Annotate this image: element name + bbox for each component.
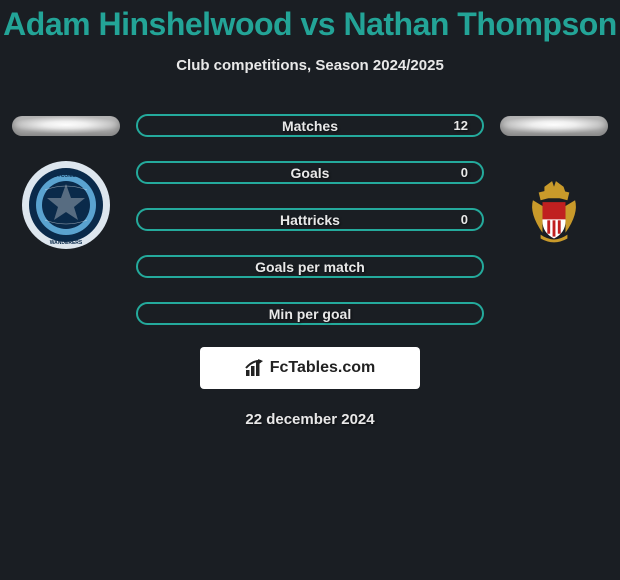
left-player-column: WYCOMBE WANDERERS <box>6 116 126 250</box>
subtitle: Club competitions, Season 2024/2025 <box>0 57 620 74</box>
branding-box[interactable]: FcTables.com <box>200 347 420 389</box>
svg-text:WYCOMBE: WYCOMBE <box>53 173 80 179</box>
stevenage-badge-icon <box>509 158 599 252</box>
stat-row-matches: Matches 12 <box>136 114 484 137</box>
stat-row-hattricks: Hattricks 0 <box>136 208 484 231</box>
stat-value: 0 <box>461 165 468 180</box>
right-player-column <box>494 116 614 250</box>
stat-value: 12 <box>454 118 468 133</box>
date-text: 22 december 2024 <box>0 411 620 428</box>
stat-value: 0 <box>461 212 468 227</box>
branding-label: FcTables.com <box>245 359 376 377</box>
stat-label: Hattricks <box>280 212 340 228</box>
wycombe-badge-icon: WYCOMBE WANDERERS <box>21 160 111 250</box>
right-club-badge <box>509 160 599 250</box>
left-club-badge: WYCOMBE WANDERERS <box>21 160 111 250</box>
branding-text: FcTables.com <box>270 359 376 377</box>
stat-row-goals: Goals 0 <box>136 161 484 184</box>
stat-label: Matches <box>282 118 338 134</box>
stat-row-min-per-goal: Min per goal <box>136 302 484 325</box>
stat-row-goals-per-match: Goals per match <box>136 255 484 278</box>
left-player-pill <box>12 116 120 136</box>
comparison-title: Adam Hinshelwood vs Nathan Thompson <box>0 0 620 43</box>
bars-icon <box>245 359 267 377</box>
stat-label: Goals per match <box>255 259 365 275</box>
stat-label: Min per goal <box>269 306 351 322</box>
right-player-pill <box>500 116 608 136</box>
main-row: WYCOMBE WANDERERS Matches 12 Goals 0 Hat… <box>0 116 620 325</box>
stats-column: Matches 12 Goals 0 Hattricks 0 Goals per… <box>136 114 484 325</box>
stat-label: Goals <box>291 165 330 181</box>
svg-text:WANDERERS: WANDERERS <box>50 240 83 246</box>
